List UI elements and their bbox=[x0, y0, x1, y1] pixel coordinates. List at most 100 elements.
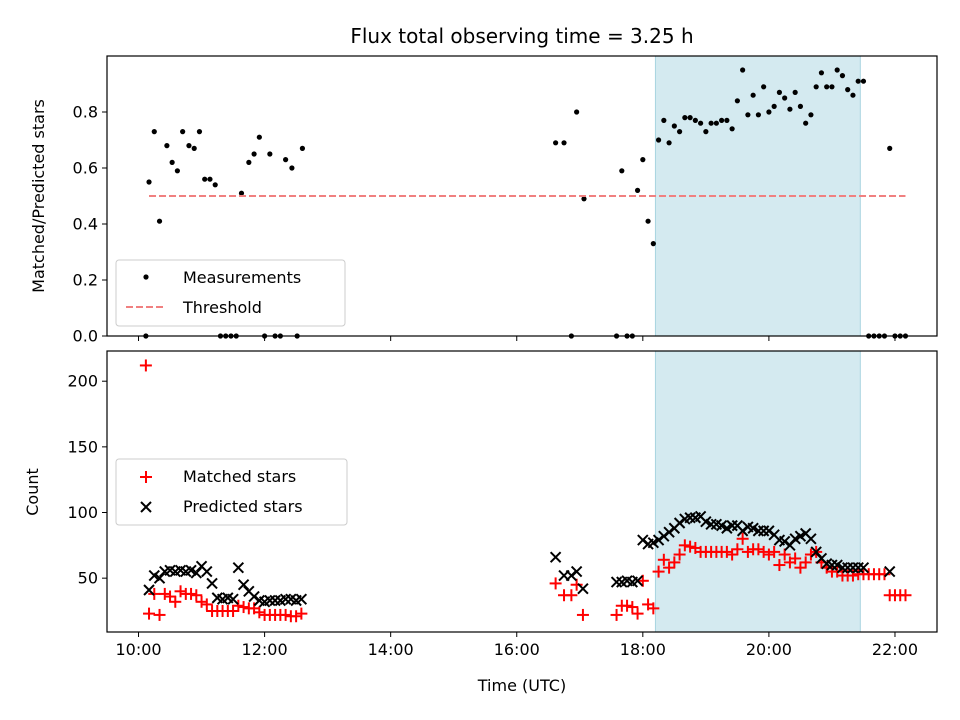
bottom-y-tick-label: 100 bbox=[67, 503, 98, 522]
bottom-x-tick-label: 16:00 bbox=[494, 640, 540, 659]
measurement-point bbox=[887, 145, 893, 151]
measurement-point bbox=[782, 95, 788, 101]
predicted-point-b bbox=[747, 522, 759, 534]
measurement-point bbox=[283, 157, 289, 163]
measurement-point bbox=[829, 84, 835, 90]
predicted-point bbox=[857, 561, 870, 574]
matched-point bbox=[610, 608, 623, 621]
measurement-point bbox=[860, 78, 867, 84]
measurement-point bbox=[174, 168, 180, 174]
predicted-point-b bbox=[884, 565, 896, 578]
measurement-point bbox=[581, 196, 587, 202]
predicted-point-b bbox=[831, 559, 843, 571]
measurement-point bbox=[289, 165, 295, 171]
measurement-point bbox=[180, 129, 186, 135]
matched-point bbox=[741, 545, 754, 558]
predicted-point-b bbox=[232, 561, 245, 574]
measurement-point bbox=[561, 140, 567, 146]
measurement-point bbox=[703, 129, 709, 135]
matched-point bbox=[290, 610, 303, 623]
matched-point bbox=[190, 589, 203, 602]
measurement-point bbox=[267, 151, 273, 157]
predicted-point-b bbox=[810, 546, 822, 558]
measurement-point bbox=[771, 103, 777, 109]
matched-point bbox=[227, 604, 240, 617]
predicted-point-b bbox=[700, 515, 712, 528]
matched-point bbox=[195, 595, 208, 608]
predicted-point-b bbox=[715, 519, 728, 532]
matched-point bbox=[631, 607, 644, 620]
measurement-point bbox=[734, 98, 740, 104]
measurement-point bbox=[164, 143, 170, 149]
matched-point bbox=[626, 601, 639, 614]
measurement-point bbox=[818, 70, 825, 76]
measurement-point bbox=[813, 84, 819, 90]
predicted-point bbox=[549, 551, 562, 563]
measurement-point bbox=[202, 176, 208, 182]
predicted-point-b bbox=[549, 551, 562, 563]
top-legend: Measurements Threshold bbox=[115, 259, 346, 327]
top-y-tick-label: 0.8 bbox=[73, 103, 98, 122]
predicted-point-b bbox=[631, 575, 644, 587]
matched-point bbox=[621, 599, 634, 612]
measurement-point bbox=[724, 117, 730, 123]
measurement-point bbox=[755, 112, 761, 118]
predicted-point bbox=[570, 565, 583, 578]
predicted-point bbox=[201, 565, 213, 578]
matched-point bbox=[153, 608, 166, 621]
predicted-point-b bbox=[815, 552, 828, 565]
matched-point bbox=[789, 552, 802, 565]
predicted-point bbox=[577, 582, 589, 595]
matched-point bbox=[164, 590, 177, 603]
measurement-point bbox=[740, 67, 746, 73]
matched-point bbox=[169, 595, 182, 608]
measurement-point bbox=[650, 241, 656, 247]
predicted-point-b bbox=[253, 594, 266, 607]
predicted-point-b bbox=[857, 561, 870, 574]
bottom-series-predicted-stars bbox=[143, 510, 896, 608]
legend-threshold-label: Threshold bbox=[182, 298, 262, 317]
matched-point bbox=[158, 587, 171, 600]
predicted-point-b bbox=[820, 558, 833, 570]
legend-matched-label: Matched stars bbox=[183, 467, 296, 486]
bottom-y-tick-label: 150 bbox=[67, 437, 98, 456]
measurement-point bbox=[169, 159, 175, 165]
predicted-point-b bbox=[570, 565, 583, 578]
matched-point bbox=[668, 556, 681, 569]
measurement-point bbox=[803, 120, 809, 126]
matched-point bbox=[778, 548, 791, 561]
matched-point bbox=[794, 561, 807, 574]
measurement-point bbox=[151, 129, 157, 135]
measurement-point bbox=[299, 145, 306, 151]
matched-point bbox=[570, 578, 583, 591]
predicted-point bbox=[232, 561, 245, 574]
matched-point bbox=[185, 587, 198, 600]
matched-point bbox=[143, 607, 156, 620]
measurement-point bbox=[196, 129, 203, 135]
top-y-tick-label: 0.4 bbox=[73, 215, 98, 234]
measurement-point bbox=[682, 115, 688, 121]
bottom-x-tick-label: 22:00 bbox=[872, 640, 918, 659]
predicted-point bbox=[206, 577, 218, 590]
measurement-point bbox=[191, 145, 197, 151]
predicted-point-b bbox=[237, 579, 250, 591]
bottom-x-tick-label: 10:00 bbox=[115, 640, 161, 659]
predicted-point-b bbox=[805, 533, 817, 545]
measurement-point bbox=[553, 140, 559, 146]
top-axes-frame bbox=[106, 55, 938, 337]
matched-point bbox=[657, 553, 670, 566]
bottom-y-axis-label: Count bbox=[23, 468, 42, 516]
predicted-point-b bbox=[201, 565, 213, 578]
matched-point bbox=[752, 543, 765, 556]
matched-point bbox=[295, 607, 308, 620]
top-y-tick-label: 0.0 bbox=[73, 327, 98, 346]
measurement-point bbox=[719, 117, 725, 123]
measurement-point bbox=[207, 176, 213, 182]
matched-point bbox=[731, 543, 744, 556]
bottom-x-tick-label: 20:00 bbox=[746, 640, 792, 659]
predicted-point-b bbox=[227, 593, 239, 605]
measurement-point bbox=[574, 109, 580, 115]
bottom-legend: Matched stars Predicted stars bbox=[115, 458, 348, 526]
measurement-point bbox=[824, 84, 830, 90]
measurement-point bbox=[645, 218, 651, 224]
